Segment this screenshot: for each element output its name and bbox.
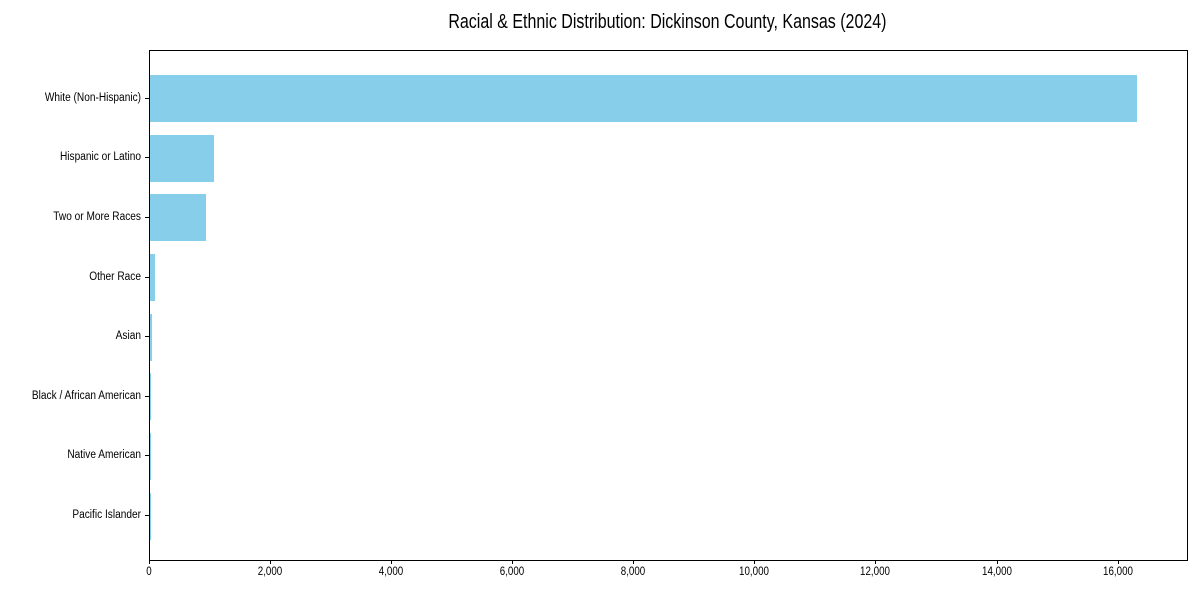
x-tick-label-0: 0 xyxy=(146,566,152,578)
x-axis-tick xyxy=(996,560,998,564)
y-axis-tick xyxy=(145,97,149,99)
x-tick-label-16-000: 16,000 xyxy=(1102,566,1133,578)
x-tick-label-8-000: 8,000 xyxy=(621,566,646,578)
x-axis-tick xyxy=(633,560,635,564)
x-tick-label-6-000: 6,000 xyxy=(499,566,525,578)
x-axis-tick xyxy=(149,560,150,564)
x-tick-label-12-000: 12,000 xyxy=(860,566,891,578)
bar-white-non-hispanic xyxy=(150,75,1138,123)
y-axis-tick xyxy=(145,395,149,397)
x-axis-tick xyxy=(1117,560,1119,564)
y-axis-label-two-or-more-races: Two or More Races xyxy=(53,210,141,223)
x-tick-label-14-000: 14,000 xyxy=(981,566,1012,578)
x-axis-tick xyxy=(875,560,877,564)
x-tick-label-10-000: 10,000 xyxy=(739,566,770,578)
x-axis-tick xyxy=(512,560,514,564)
y-axis-label-black-african-american: Black / African American xyxy=(31,389,141,402)
x-axis-tick xyxy=(391,560,393,564)
y-axis-label-hispanic-or-latino: Hispanic or Latino xyxy=(59,151,142,164)
bar-two-or-more-races xyxy=(150,194,207,242)
x-axis-tick xyxy=(270,560,272,564)
plot-area xyxy=(149,50,1188,561)
bar-hispanic-or-latino xyxy=(150,134,214,182)
y-axis-tick xyxy=(145,455,149,457)
bar-asian xyxy=(150,313,153,361)
y-axis-label-pacific-islander: Pacific Islander xyxy=(72,509,141,522)
bar-other-race xyxy=(150,254,155,302)
y-axis-tick xyxy=(145,336,149,338)
y-axis-tick xyxy=(145,276,149,278)
y-axis-tick xyxy=(145,515,149,517)
y-axis-label-other-race: Other Race xyxy=(89,270,141,283)
chart-title: Racial & Ethnic Distribution: Dickinson … xyxy=(448,11,887,33)
y-axis-label-white-non-hispanic: White (Non-Hispanic) xyxy=(44,91,141,104)
x-tick-label-4-000: 4,000 xyxy=(378,566,404,578)
y-axis-label-asian: Asian xyxy=(115,330,141,343)
y-axis-tick xyxy=(145,216,149,218)
y-axis-tick xyxy=(145,157,149,159)
x-axis-tick xyxy=(754,560,756,564)
bar-black-african-american xyxy=(150,373,152,421)
x-tick-label-2-000: 2,000 xyxy=(257,566,283,578)
bar-native-american xyxy=(150,432,151,480)
y-axis-label-native-american: Native American xyxy=(67,449,141,462)
